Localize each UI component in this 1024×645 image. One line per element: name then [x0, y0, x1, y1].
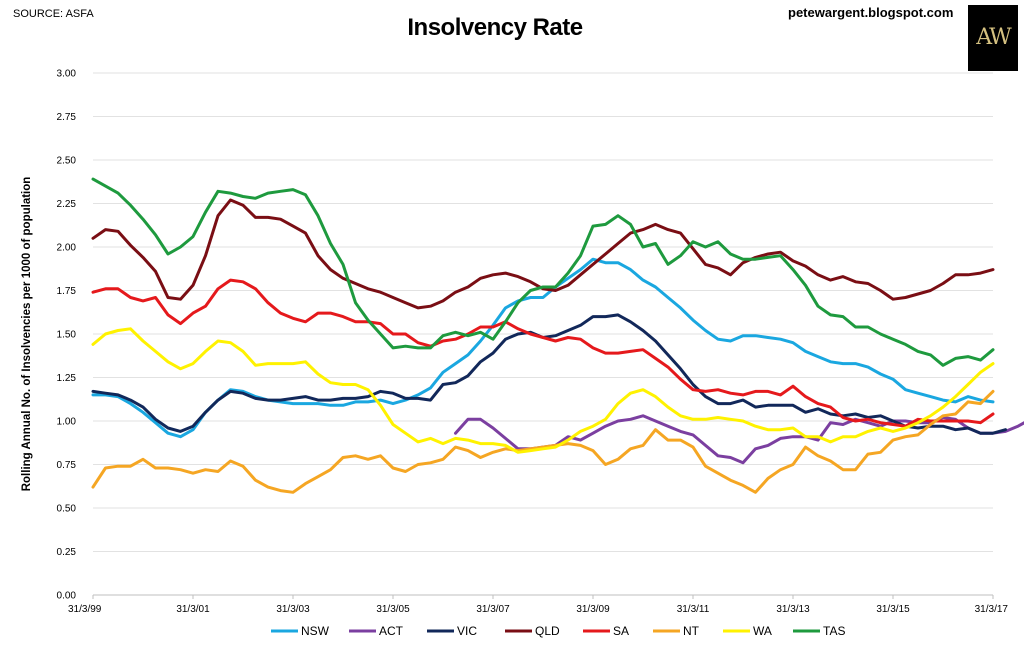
x-tick-label: 31/3/11: [677, 604, 710, 615]
x-tick-label: 31/3/07: [476, 604, 510, 615]
source-note: SOURCE: ASFA: [13, 8, 94, 20]
x-tick-label: 31/3/17: [975, 604, 1009, 615]
y-tick-label: 2.75: [57, 112, 77, 123]
site-url: petewargent.blogspot.com: [788, 5, 954, 20]
y-tick-label: 1.75: [57, 286, 77, 297]
legend-item-qld: QLD: [505, 624, 560, 638]
legend-item-sa: SA: [583, 624, 629, 638]
series-line-nt: [91, 389, 995, 494]
legend-label: ACT: [379, 624, 404, 638]
legend-label: NSW: [301, 624, 330, 638]
x-tick-label: 31/3/05: [376, 604, 410, 615]
series-line-act: [454, 414, 1024, 465]
y-tick-label: 0.75: [57, 460, 77, 471]
legend-item-nt: NT: [653, 624, 700, 638]
y-axis-ticks: 0.00 0.25 0.50 0.75 1.00 1.25 1.50 1.75 2.00 2.25…: [57, 69, 77, 602]
y-tick-label: 0.00: [57, 591, 77, 602]
legend-label: WA: [753, 624, 772, 638]
y-tick-label: 1.00: [57, 417, 77, 428]
logo-text: AW: [976, 25, 1012, 50]
legend-item-act: ACT: [349, 624, 404, 638]
x-tick-label: 31/3/15: [876, 604, 910, 615]
legend-item-nsw: NSW: [271, 624, 330, 638]
y-tick-label: 2.25: [57, 199, 77, 210]
series-line-tas: [91, 177, 995, 367]
series-line-wa: [91, 327, 995, 454]
x-tick-label: 31/3/01: [176, 604, 210, 615]
y-tick-label: 0.50: [57, 504, 77, 515]
legend: NSW ACT VIC QLD SA NT WA TAS: [271, 624, 845, 638]
aw-logo: AW: [968, 5, 1018, 71]
y-axis-label: Rolling Annual No. of Insolvencies per 1…: [21, 177, 33, 492]
legend-item-wa: WA: [723, 624, 772, 638]
legend-label: QLD: [535, 624, 560, 638]
x-tick-label: 31/3/03: [276, 604, 310, 615]
legend-label: NT: [683, 624, 700, 638]
y-tick-label: 2.00: [57, 243, 77, 254]
x-tick-label: 31/3/99: [68, 604, 102, 615]
chart-title: Insolvency Rate: [407, 14, 583, 41]
legend-label: TAS: [823, 624, 845, 638]
series-line-nsw: [91, 257, 995, 439]
x-tick-label: 31/3/13: [776, 604, 810, 615]
series-line-qld: [91, 198, 995, 310]
y-tick-label: 0.25: [57, 547, 77, 558]
y-tick-label: 2.50: [57, 156, 77, 167]
x-tick-label: 31/3/09: [576, 604, 610, 615]
series-line-vic: [91, 313, 1007, 435]
legend-label: SA: [613, 624, 629, 638]
legend-item-vic: VIC: [427, 624, 477, 638]
legend-label: VIC: [457, 624, 477, 638]
x-axis-ticks: 31/3/99 31/3/01 31/3/03 31/3/05 31/3/07 31/3/…: [68, 595, 1008, 615]
y-tick-label: 1.50: [57, 330, 77, 341]
y-tick-label: 3.00: [57, 69, 77, 80]
gridlines: [93, 72, 993, 596]
y-tick-label: 1.25: [57, 373, 77, 384]
series-lines: [91, 177, 1024, 494]
legend-item-tas: TAS: [793, 624, 845, 638]
series-line-sa: [91, 278, 995, 428]
